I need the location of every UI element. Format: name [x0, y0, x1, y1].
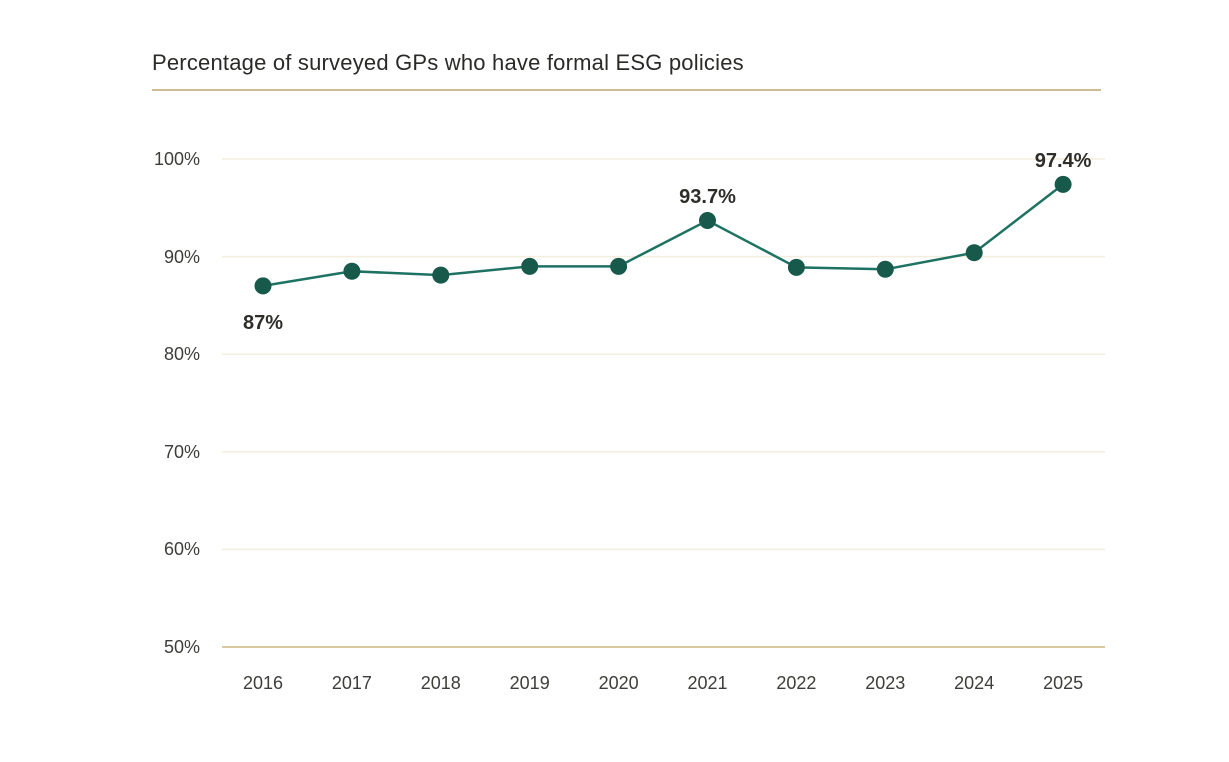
data-point-2019 — [521, 257, 539, 275]
y-tick-label: 90% — [163, 246, 200, 267]
data-point-2018 — [432, 266, 450, 284]
y-tick-label: 80% — [163, 344, 200, 365]
x-tick-label: 2017 — [331, 673, 372, 693]
x-tick-label: 2023 — [865, 673, 906, 693]
data-point-2016 — [254, 277, 272, 295]
x-tick-label: 2018 — [420, 673, 461, 693]
y-tick-label: 70% — [163, 441, 200, 462]
x-tick-label: 2020 — [598, 673, 639, 693]
x-tick-label: 2021 — [687, 673, 728, 693]
y-tick-label: 100% — [153, 149, 200, 169]
data-point-2022 — [787, 258, 805, 276]
data-point-2021 — [699, 211, 716, 229]
series-line — [262, 183, 1064, 288]
data-point-2024 — [965, 244, 983, 262]
chart-title: Percentage of surveyed GPs who have form… — [152, 50, 744, 75]
data-point-2020 — [610, 257, 628, 275]
x-tick-label: 2024 — [954, 673, 995, 693]
data-value-label: 97.4% — [1034, 150, 1092, 173]
x-tick-label: 2025 — [1043, 673, 1084, 693]
y-tick-label: 60% — [163, 539, 200, 560]
data-point-2023 — [876, 260, 894, 278]
title-rule — [152, 89, 1101, 91]
data-value-label: 87% — [242, 311, 284, 334]
x-tick-label: 2022 — [776, 673, 817, 693]
y-tick-label: 50% — [163, 637, 200, 657]
data-point-2017 — [343, 262, 361, 280]
x-tick-label: 2019 — [509, 673, 550, 693]
data-point-2025 — [1054, 175, 1072, 193]
data-value-label: 93.7% — [679, 186, 736, 209]
x-tick-label: 2016 — [242, 673, 284, 693]
